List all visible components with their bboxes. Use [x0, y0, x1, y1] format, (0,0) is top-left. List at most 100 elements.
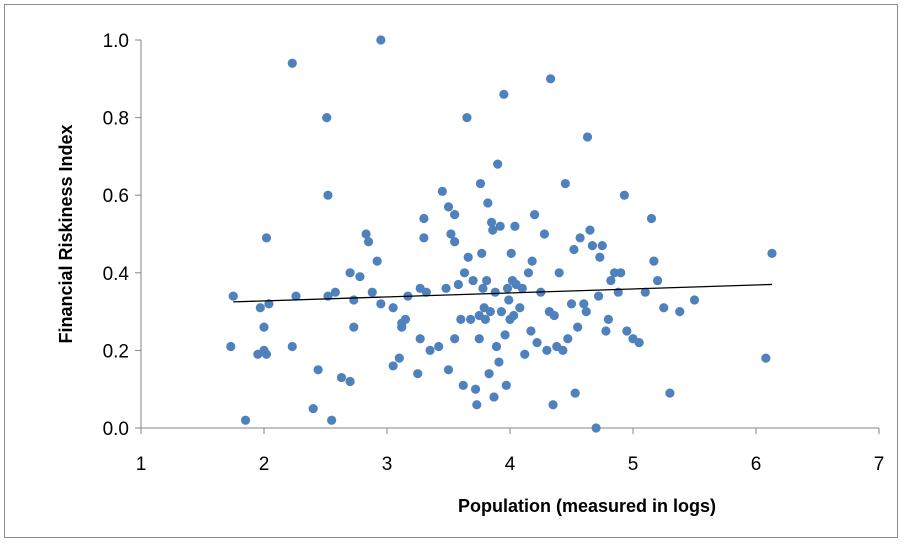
data-point	[526, 326, 536, 336]
data-point	[308, 404, 318, 414]
data-point	[573, 322, 583, 332]
data-point	[494, 357, 504, 367]
data-point	[509, 310, 519, 321]
data-point	[388, 361, 398, 371]
data-point	[486, 217, 497, 227]
data-point	[581, 307, 591, 317]
x-tick-label: 2	[259, 454, 270, 475]
x-axis-ticks: 1 2 3 4 5 6 7	[136, 428, 884, 475]
data-point	[499, 89, 509, 99]
x-tick-label: 1	[136, 454, 147, 475]
data-point	[367, 287, 377, 297]
data-point	[336, 372, 347, 383]
data-point	[490, 287, 500, 297]
data-point	[549, 310, 559, 321]
data-point	[579, 299, 589, 309]
data-point	[361, 229, 371, 239]
data-point	[376, 35, 386, 45]
data-point	[415, 334, 425, 344]
data-point	[355, 272, 365, 282]
data-point	[539, 229, 550, 239]
data-point	[456, 314, 466, 324]
data-point	[634, 338, 644, 348]
data-point	[226, 341, 236, 352]
data-point	[542, 345, 552, 355]
data-point	[566, 299, 577, 309]
data-point	[485, 307, 495, 317]
data-point	[376, 299, 386, 309]
data-point	[520, 349, 530, 359]
data-point	[500, 330, 510, 340]
data-point	[560, 178, 570, 189]
data-point	[463, 252, 473, 262]
data-point	[419, 213, 429, 224]
data-point	[474, 334, 484, 344]
data-point	[493, 159, 503, 169]
data-point	[475, 178, 486, 189]
y-tick-label: 1.0	[103, 31, 129, 52]
data-point	[287, 341, 297, 352]
data-point	[470, 384, 481, 394]
data-point	[480, 314, 490, 324]
x-tick-label: 3	[382, 454, 393, 475]
data-point	[606, 275, 616, 286]
data-point	[372, 256, 382, 266]
data-point	[491, 341, 502, 352]
y-tick-label: 0.8	[103, 109, 129, 130]
data-point	[264, 299, 274, 309]
data-point	[477, 248, 487, 258]
data-point	[425, 345, 435, 355]
y-tick-label: 0.4	[103, 264, 130, 285]
data-point	[675, 307, 685, 317]
data-point	[400, 314, 411, 324]
data-point	[330, 287, 340, 297]
data-point	[767, 248, 777, 258]
data-point	[458, 380, 468, 390]
y-tick-label: 0.6	[103, 186, 129, 207]
data-point	[582, 132, 593, 142]
data-point	[419, 233, 429, 243]
data-point	[515, 303, 525, 313]
data-point	[255, 303, 265, 313]
data-point	[506, 248, 516, 258]
data-point	[413, 369, 423, 379]
y-tick-label: 0.2	[103, 341, 129, 362]
data-point	[563, 334, 573, 344]
data-point	[397, 322, 407, 332]
data-point	[570, 388, 580, 398]
data-point	[545, 74, 556, 84]
x-axis-title: Population (measured in logs)	[458, 496, 716, 516]
data-point	[349, 322, 359, 332]
data-point	[558, 345, 568, 355]
data-point	[616, 268, 626, 278]
data-point	[603, 314, 614, 324]
data-point	[659, 303, 669, 313]
data-point	[548, 400, 558, 410]
data-point	[488, 225, 498, 235]
data-point	[443, 202, 454, 212]
data-point	[459, 268, 470, 278]
data-point	[327, 415, 337, 425]
data-point	[601, 326, 611, 336]
data-point	[468, 275, 478, 286]
data-point	[441, 283, 451, 293]
data-point	[313, 365, 323, 375]
data-point	[640, 287, 650, 297]
data-point	[421, 287, 431, 297]
data-point	[453, 279, 463, 290]
data-point	[450, 237, 460, 247]
y-axis-title: Financial Riskiness Index	[56, 124, 76, 343]
data-point	[761, 353, 771, 363]
data-points	[226, 35, 777, 433]
data-point	[532, 338, 542, 348]
data-point	[517, 283, 527, 293]
data-point	[443, 365, 454, 375]
data-point	[646, 213, 657, 224]
data-point	[478, 283, 488, 293]
chart-area	[4, 4, 898, 538]
data-point	[649, 256, 659, 266]
y-axis-ticks: 0.0 0.2 0.4 0.6 0.8 1.0	[103, 31, 141, 440]
data-point	[472, 400, 482, 410]
data-point	[345, 376, 355, 387]
